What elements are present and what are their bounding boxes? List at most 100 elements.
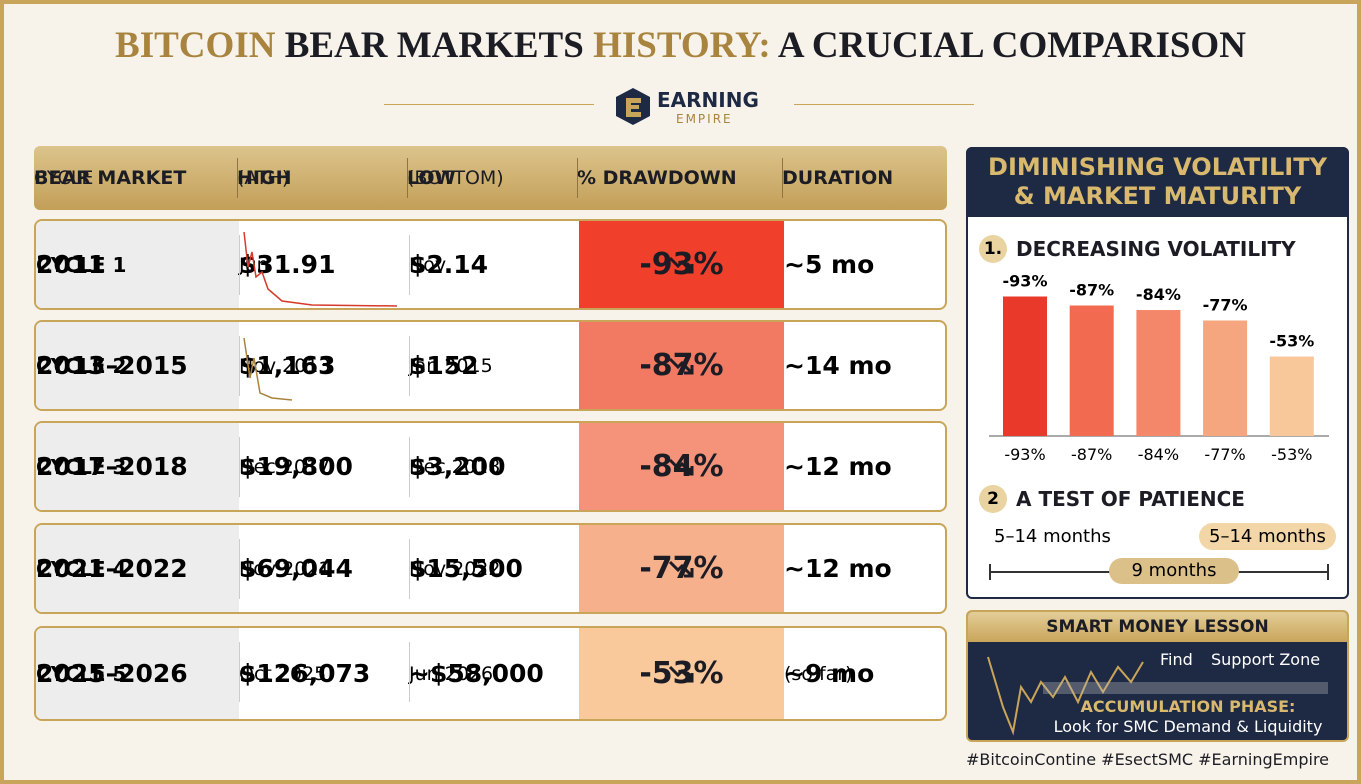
duration: ~5 mo [784, 249, 875, 279]
cell-divider [239, 539, 240, 599]
bar [1269, 356, 1314, 436]
title-part: A CRUCIAL COMPARISON [777, 25, 1246, 66]
down-arrow [668, 665, 693, 682]
drawdown-cell: -84% [579, 423, 784, 510]
low-date: Jan 2015 [409, 354, 493, 377]
low-price: $2.14 [409, 249, 489, 279]
cycle-name: CYCLE 1 [36, 252, 127, 277]
cycle-years: 2025–2026 [36, 658, 188, 688]
column-header-line: HIGH [237, 167, 292, 189]
down-arrow [668, 256, 693, 273]
column-header-line: DURATION [782, 167, 894, 189]
column-header-line: (BOTTOM) [407, 167, 504, 189]
lesson-title: SMART MONEY LESSON [968, 612, 1347, 642]
low-cell: $3,200 Dec 2018 [409, 423, 579, 510]
bar-axis-label: -87% [1071, 445, 1112, 464]
cycle-cell [36, 423, 239, 510]
drawdown-cell: -87% [579, 322, 784, 409]
duration: ~14 mo [784, 350, 892, 380]
high-price: $126,073 [239, 658, 371, 688]
high-date: Nov 2013 [239, 354, 331, 377]
cycle: CYCLE 2 2013–2015 [36, 322, 239, 409]
bar-axis-label: -77% [1204, 445, 1245, 464]
footer-hashtags: #BitcoinContine #EsectSMC #EarningEmpire [966, 750, 1330, 769]
sidebar-title-line: DIMINISHING VOLATILITY [988, 153, 1327, 181]
bar-label: -77% [1203, 296, 1248, 315]
low-date: Nov [409, 253, 447, 276]
timeline-cap [1327, 564, 1329, 580]
bar-axis-label: -84% [1138, 445, 1179, 464]
sidebar-title: DIMINISHING VOLATILITY & MARKET MATURITY [966, 147, 1349, 217]
down-arrow [668, 357, 693, 374]
column-header-line: % DRAWDOWN [577, 167, 737, 189]
low-date: Jun 2026 [409, 662, 494, 685]
low-price: $3,200 [409, 451, 506, 481]
cycle: CYCLE 1 2011 [36, 221, 239, 308]
table-row: CYCLE 5 2025–2026 $126,073 Oct 2025 ~$58,000… [34, 626, 947, 721]
cell-divider [409, 235, 410, 295]
low-cell: $152 Jan 2015 [409, 322, 579, 409]
down-arrow [668, 458, 693, 475]
title-part: BEAR MARKETS [284, 25, 584, 66]
timeline-cap [989, 564, 991, 580]
table-row: CYCLE 4 2021–2022 $69,044 Nov 2021 $15,500 No… [34, 523, 947, 614]
duration: ~9 mo [784, 658, 875, 688]
lesson-note: Look for SMC Demand & Liquidity [1053, 717, 1323, 736]
divider [794, 104, 974, 105]
column-header-line: LOW [407, 167, 456, 189]
lesson-panel: SMART MONEY LESSON Find Support Zone ACC… [966, 610, 1349, 742]
logo-icon [616, 88, 650, 125]
cycle-years: 2011 [36, 249, 106, 279]
cell-divider [239, 437, 240, 497]
column-header: % DRAWDOWN [577, 146, 782, 210]
duration: ~12 mo [784, 451, 892, 481]
duration-note: (so far) [784, 662, 853, 685]
sparkline [243, 337, 293, 401]
title: BITCOIN BEAR MARKETS HISTORY: A CRUCIAL … [4, 24, 1357, 67]
column-header-line: BEAR MARKET [34, 167, 187, 189]
low-cell: $15,500 Nov 2022 [409, 525, 579, 612]
bar-axis-label: -93% [1004, 445, 1045, 464]
duration: ~12 mo [784, 553, 892, 583]
lesson-chart [987, 656, 1328, 736]
cycle-years: 2017–2018 [36, 451, 188, 481]
column-divider [407, 158, 408, 198]
table-row: CYCLE 2 2013–2015 $1,163 Nov 2013 $152 Jan 20… [34, 320, 947, 411]
cycle-cell [36, 525, 239, 612]
low-price: $15,500 [409, 553, 523, 583]
drawdown-value: -87% [639, 348, 724, 383]
cell-divider [239, 336, 240, 396]
section-label: A TEST OF PATIENCE [1016, 487, 1245, 511]
title-part: HISTORY: [593, 25, 771, 66]
lesson-zone: Support Zone [1211, 650, 1321, 669]
divider [384, 104, 594, 105]
column-header-line: (ATH) [237, 167, 290, 189]
drawdown-cell: -93% [579, 221, 784, 308]
low-date: Dec 2018 [409, 455, 501, 478]
bar [1136, 310, 1181, 436]
cycle-name: CYCLE 2 [36, 353, 127, 378]
column-header: HIGH (ATH) [237, 146, 407, 210]
low-price: $152 [409, 350, 479, 380]
sparkline [243, 231, 398, 307]
title-part: BITCOIN [115, 25, 276, 66]
bar-label: -53% [1269, 332, 1314, 351]
section-number: 2 [979, 485, 1007, 513]
high-cell: $69,044 Nov 2021 [239, 525, 409, 612]
cell-divider [409, 437, 410, 497]
table-header: BEAR MARKET CYCLE HIGH (ATH) LOW (BOTTOM)% DR… [34, 146, 947, 210]
drawdown-value: -77% [639, 551, 724, 586]
cycle: CYCLE 3 2017–2018 [36, 423, 239, 510]
lesson-find: Find [1160, 650, 1193, 669]
low-price: ~$58,000 [409, 658, 544, 688]
drawdown-value: -93% [639, 247, 724, 282]
high-price: $69,044 [239, 553, 353, 583]
bar-label: -93% [1003, 272, 1048, 291]
bar [1069, 305, 1114, 436]
cell-divider [239, 235, 240, 295]
bar-label: -84% [1136, 285, 1181, 304]
bar [1203, 320, 1248, 436]
duration-cell: ~12 mo [784, 525, 945, 612]
cycle-years: 2021–2022 [36, 553, 188, 583]
